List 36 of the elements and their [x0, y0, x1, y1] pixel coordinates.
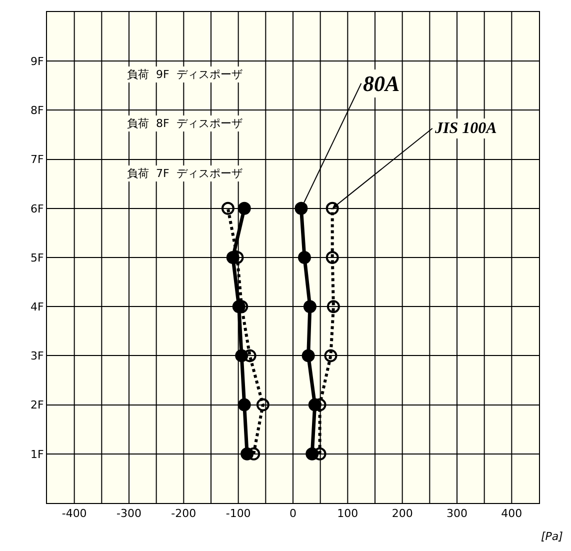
x-tick-label: -300 — [116, 507, 142, 520]
x-tick-label: 300 — [446, 507, 468, 520]
y-tick-label: 3F — [30, 350, 44, 363]
point — [294, 202, 308, 215]
point — [238, 398, 251, 412]
point — [326, 251, 339, 264]
x-axis-title: [Pa] — [541, 530, 563, 543]
annotation: 負荷 7F ディスポーザ — [127, 167, 242, 180]
x-tick-label: -100 — [226, 507, 251, 520]
point — [256, 398, 270, 412]
annotation: JIS 100A — [434, 120, 498, 137]
point — [302, 349, 315, 362]
y-tick-label: 8F — [30, 104, 44, 118]
y-tick-label: 2F — [30, 398, 44, 412]
x-tick-label: 200 — [392, 507, 413, 520]
x-tick-label: -200 — [171, 507, 196, 520]
annotation: 負荷 9F ディスポーザ — [127, 68, 242, 81]
point — [326, 300, 340, 314]
x-tick-label: 400 — [501, 507, 522, 520]
point — [238, 202, 251, 215]
x-tick-label: 100 — [337, 507, 358, 520]
point — [298, 251, 311, 264]
annotation: 80A — [363, 71, 400, 96]
y-tick-label: 9F — [30, 54, 44, 68]
point — [326, 202, 339, 215]
y-tick-label: 5F — [30, 251, 44, 264]
x-tick-label: -400 — [62, 507, 87, 520]
y-tick-label: 6F — [30, 202, 44, 216]
point — [303, 300, 316, 314]
x-tick-label: 0 — [290, 507, 296, 520]
y-tick-label: 1F — [30, 448, 44, 461]
annotation: 負荷 8F ディスポーザ — [127, 117, 242, 130]
point — [221, 202, 234, 215]
point — [324, 349, 338, 362]
y-tick-label: 4F — [30, 300, 44, 314]
y-tick-label: 7F — [30, 153, 44, 166]
